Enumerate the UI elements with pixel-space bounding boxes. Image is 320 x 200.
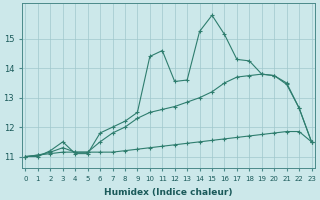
X-axis label: Humidex (Indice chaleur): Humidex (Indice chaleur)	[104, 188, 233, 197]
